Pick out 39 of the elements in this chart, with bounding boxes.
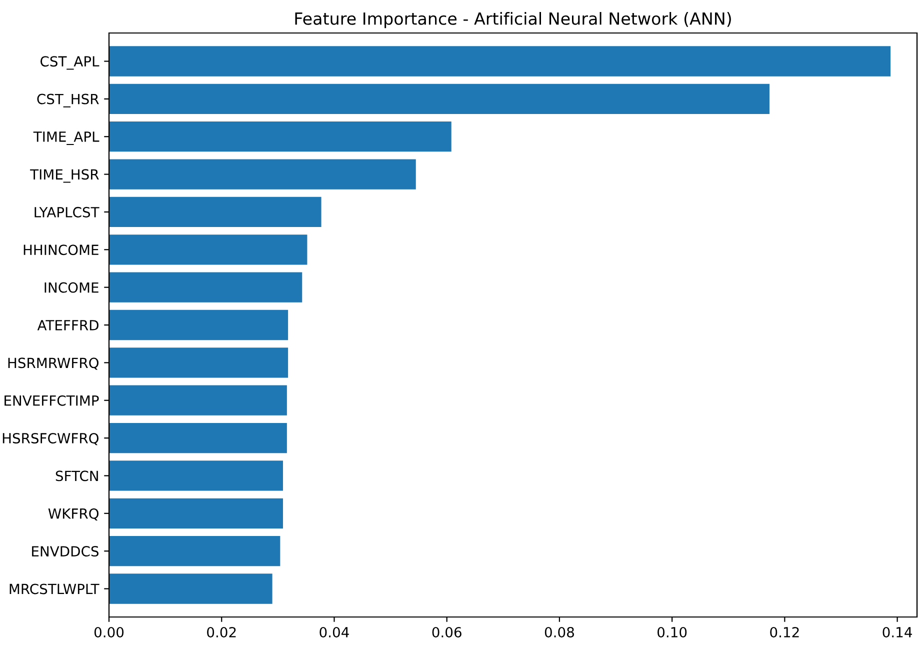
bar — [109, 159, 416, 190]
x-tick-label: 0.10 — [658, 626, 687, 638]
y-tick-label: CST_HSR — [37, 94, 99, 108]
y-tick-label: HHINCOME — [24, 244, 98, 256]
bar — [109, 272, 302, 302]
bar — [109, 310, 288, 340]
x-tick-label: 0.14 — [882, 626, 912, 638]
bar — [109, 234, 308, 265]
y-tick-label: HSRSFCWFRQ — [2, 433, 98, 446]
y-tick-label: SFTCN — [56, 470, 98, 482]
y-tick-label: ENVDDCS — [32, 546, 98, 557]
bar — [109, 84, 770, 114]
y-tick-label: TIME_APL — [33, 132, 100, 145]
bar — [109, 122, 452, 152]
y-tick-label: TIME_HSR — [30, 169, 99, 183]
bar — [109, 385, 287, 416]
y-tick-label: ENVEFFCTIMP — [4, 395, 99, 406]
y-tick-label: ATEFFRD — [37, 320, 98, 330]
y-tick-label: WKFRQ — [48, 508, 98, 520]
bar — [109, 348, 288, 378]
x-tick-label: 0.06 — [432, 626, 462, 638]
y-tick-label: CST_APL — [40, 56, 100, 70]
chart-title: Feature Importance - Artificial Neural Network (ANN) — [295, 12, 731, 28]
bar — [109, 460, 283, 491]
bar — [109, 196, 322, 228]
x-tick-label: 0.04 — [320, 626, 349, 638]
x-tick-label: 0.08 — [544, 626, 574, 638]
y-tick-label: HSRMRWFRQ — [8, 358, 98, 370]
y-tick-label: LYAPLCST — [34, 206, 100, 218]
bar — [109, 498, 283, 528]
bar — [109, 574, 272, 604]
bar — [109, 46, 891, 76]
x-tick-label: 0.02 — [207, 626, 236, 638]
bar — [109, 536, 280, 566]
y-tick-label: INCOME — [44, 282, 98, 293]
y-tick-label: MRCSTLWPLT — [10, 584, 100, 594]
bar — [109, 422, 287, 454]
x-tick-label: 0.12 — [770, 626, 799, 638]
x-tick-label: 0.00 — [94, 626, 124, 638]
